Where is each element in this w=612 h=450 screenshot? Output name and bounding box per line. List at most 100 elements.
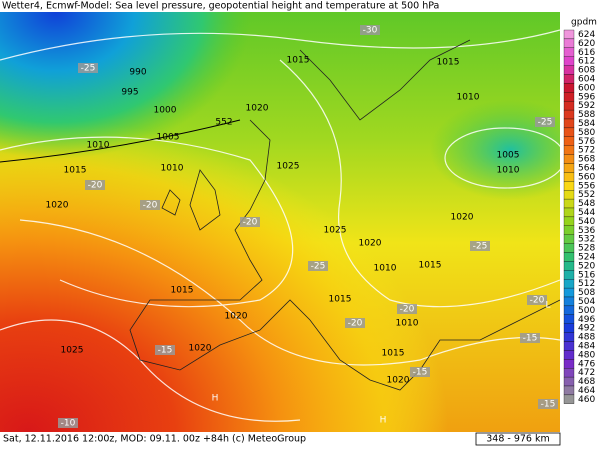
legend-swatch	[563, 287, 575, 298]
isobar-label: 1010	[457, 93, 480, 103]
temperature-label: -20	[400, 305, 415, 315]
temperature-label: -20	[143, 201, 158, 211]
legend-swatch	[563, 252, 575, 262]
footer-text: Sat, 12.11.2016 12:00z, MOD: 09.11. 00z …	[3, 434, 306, 445]
legend-swatch	[563, 243, 575, 253]
temperature-box	[85, 180, 105, 190]
legend-value: 616	[578, 48, 595, 58]
legend-swatch	[563, 127, 575, 137]
temperature-label: -20	[88, 181, 103, 191]
legend-value: 460	[578, 395, 595, 405]
isobar	[19, 219, 561, 366]
legend-swatch	[563, 29, 575, 40]
legend-value: 572	[578, 146, 595, 156]
contour-552	[0, 119, 241, 163]
legend-swatch	[563, 270, 575, 280]
legend-swatch	[563, 109, 575, 120]
isobar-label: 1015	[382, 349, 405, 359]
legend-swatch	[563, 118, 575, 129]
legend-swatch	[563, 101, 575, 111]
pressure-center: H	[212, 394, 219, 404]
legend-value: 552	[578, 190, 595, 200]
temperature-label: -15	[523, 334, 538, 344]
legend-value: 468	[578, 377, 595, 387]
legend-swatch	[563, 385, 575, 396]
cold-area	[0, 12, 560, 432]
legend-swatch	[563, 305, 575, 315]
isobar-label: 1005	[497, 151, 520, 161]
legend-swatch	[563, 207, 575, 218]
isobar-label: 1020	[46, 201, 69, 211]
legend-value: 528	[578, 244, 595, 254]
legend-swatch	[563, 359, 575, 369]
coast-ie	[161, 189, 181, 216]
pressure-center: H	[380, 416, 387, 426]
legend-swatch	[563, 314, 575, 324]
legend-value: 480	[578, 350, 595, 360]
coast	[299, 39, 471, 121]
isobar-label: 1020	[189, 344, 212, 354]
temperature-box	[527, 295, 547, 305]
legend-value: 560	[578, 172, 595, 182]
legend-swatch	[563, 92, 575, 102]
legend-value: 520	[578, 261, 595, 271]
legend-swatch	[563, 376, 575, 387]
legend-swatch	[563, 394, 575, 404]
temperature-label: -15	[413, 368, 428, 378]
temperature-label: -15	[541, 400, 556, 410]
temperature-box	[538, 399, 558, 409]
legend-swatch	[563, 225, 575, 235]
temperature-box	[397, 304, 417, 314]
isobar-label: 1015	[171, 286, 194, 296]
legend-value: 620	[578, 39, 595, 49]
legend-swatch	[563, 136, 575, 146]
legend-value: 600	[578, 83, 595, 93]
legend-swatch	[563, 198, 575, 209]
legend-value: 580	[578, 128, 595, 138]
legend-value: 548	[578, 199, 595, 209]
legend-value: 612	[578, 57, 595, 67]
legend-swatch	[563, 56, 575, 66]
legend-value: 524	[578, 252, 595, 262]
temperature-box	[140, 200, 160, 210]
isobar-label: 1015	[329, 295, 352, 305]
legend-value: 508	[578, 288, 595, 298]
isobar-label: 1025	[324, 226, 347, 236]
isobar-label: 1025	[61, 346, 84, 356]
scale-box	[475, 432, 561, 446]
temperature-label: -20	[348, 319, 363, 329]
temperature-box	[58, 418, 78, 428]
isobar-label: 1020	[246, 104, 269, 114]
temperature-label: -25	[81, 64, 96, 74]
legend-swatch	[563, 190, 575, 200]
isobar-label: 1015	[64, 166, 87, 176]
legend-swatch	[563, 296, 575, 307]
temperature-box	[240, 217, 260, 227]
isobar-label: 1020	[387, 376, 410, 386]
legend-value: 564	[578, 163, 595, 173]
legend-swatch	[563, 65, 575, 75]
legend-value: 588	[578, 110, 595, 120]
pressure-center: L	[545, 301, 550, 311]
legend-swatch	[563, 341, 575, 351]
legend-value: 488	[578, 333, 595, 343]
legend-value: 532	[578, 235, 595, 245]
legend-swatch	[563, 350, 575, 360]
isobar-label: 995	[121, 88, 138, 98]
temperature-label: -25	[538, 118, 553, 128]
legend-value: 568	[578, 155, 595, 165]
legend-value: 576	[578, 137, 595, 147]
isobar-label: 1020	[225, 312, 248, 322]
temperature-box	[535, 117, 555, 127]
legend-swatch	[563, 368, 575, 378]
isobar-label: 1015	[419, 261, 442, 271]
temperature-label: -25	[311, 262, 326, 272]
temperature-label: -25	[473, 242, 488, 252]
temperature-label: -15	[158, 346, 173, 356]
legend-swatch	[563, 74, 575, 84]
temperature-box	[78, 63, 98, 73]
isobar-label: 1015	[287, 56, 310, 66]
temperature-label: -20	[243, 218, 258, 228]
isobar-label: 1005	[157, 133, 180, 143]
